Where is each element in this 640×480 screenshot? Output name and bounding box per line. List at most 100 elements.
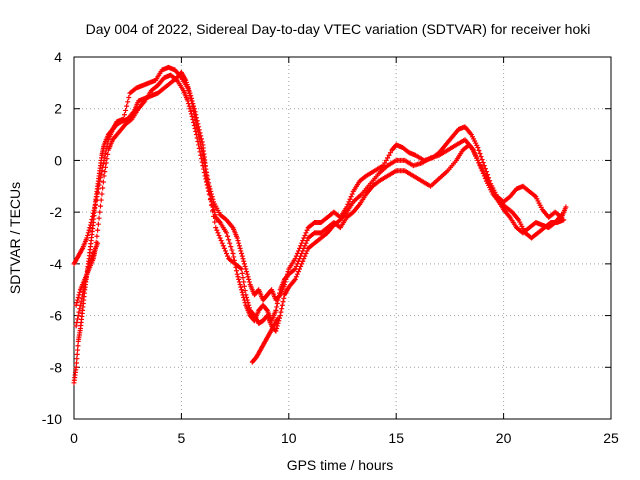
- data-point-track-c: [220, 243, 226, 249]
- data-point-track-a: [234, 268, 240, 274]
- data-point-track-c: [218, 238, 224, 244]
- data-point-track-b: [186, 90, 192, 96]
- data-point-track-b: [85, 232, 91, 238]
- data-point-track-c: [225, 253, 231, 259]
- y-tick-label: 2: [54, 101, 62, 117]
- data-point-track-b: [284, 274, 290, 280]
- data-point-track-b: [386, 152, 392, 158]
- data-point-track-a: [75, 347, 81, 353]
- chart-title: Day 004 of 2022, Sidereal Day-to-day VTE…: [86, 21, 591, 37]
- data-point-track-b: [283, 276, 289, 282]
- data-point-track-b: [186, 88, 192, 94]
- data-point-track-b: [292, 256, 298, 262]
- data-point-track-b: [240, 256, 246, 262]
- data-point-track-a: [301, 245, 307, 251]
- data-point-track-c: [206, 188, 212, 194]
- data-point-track-c: [246, 302, 252, 308]
- data-point-track-c: [194, 135, 200, 141]
- data-point-track-a: [238, 284, 244, 290]
- data-point-track-c: [294, 271, 300, 277]
- data-point-track-c: [192, 126, 198, 132]
- data-point-track-c: [222, 248, 228, 254]
- data-point-track-b: [90, 210, 96, 216]
- data-point-track-d: [95, 240, 101, 246]
- data-point-track-c: [298, 263, 304, 269]
- data-point-track-c: [240, 275, 246, 281]
- data-point-track-a: [234, 271, 240, 277]
- data-point-track-c: [246, 305, 252, 311]
- data-point-track-b: [242, 263, 248, 269]
- data-point-track-c: [203, 176, 209, 182]
- data-point-track-c: [98, 197, 104, 203]
- data-point-track-c: [242, 288, 248, 294]
- data-point-track-b: [303, 230, 309, 236]
- data-point-track-b: [382, 160, 388, 166]
- data-point-track-c: [204, 182, 210, 188]
- data-point-track-c: [216, 232, 222, 238]
- x-tick-label: 15: [388, 430, 404, 446]
- data-point-track-d: [81, 285, 87, 291]
- x-tick-label: 20: [496, 430, 512, 446]
- data-point-track-b: [185, 85, 191, 91]
- data-point-track-d: [84, 271, 90, 277]
- data-point-track-a: [227, 240, 233, 246]
- data-point-track-c: [193, 132, 199, 138]
- data-point-track-b: [96, 182, 102, 188]
- data-point-track-c: [75, 294, 81, 300]
- data-point-track-b: [345, 201, 351, 207]
- data-point-track-b: [92, 204, 98, 210]
- data-point-track-d: [77, 302, 83, 308]
- data-point-track-c: [279, 306, 285, 312]
- data-point-track-c: [241, 279, 247, 285]
- data-point-track-b: [124, 103, 130, 109]
- data-point-track-a: [229, 247, 235, 253]
- data-point-track-d: [76, 309, 82, 315]
- data-point-track-c: [97, 209, 103, 215]
- data-point-track-b: [91, 207, 97, 213]
- data-point-track-b: [187, 93, 193, 99]
- data-point-track-b: [293, 253, 299, 259]
- data-point-track-b: [236, 243, 242, 249]
- data-point-track-b: [244, 269, 250, 275]
- data-point-track-b: [284, 271, 290, 277]
- data-point-track-b: [300, 238, 306, 244]
- data-point-track-a: [235, 274, 241, 280]
- data-point-track-c: [101, 173, 107, 179]
- data-point-track-a: [231, 254, 237, 260]
- data-point-track-b: [299, 240, 305, 246]
- y-tick-label: -2: [50, 204, 63, 220]
- data-point-track-c: [208, 202, 214, 208]
- data-point-track-c: [195, 138, 201, 144]
- data-point-track-b: [349, 191, 355, 197]
- data-point-track-b: [348, 194, 354, 200]
- x-tick-label: 5: [178, 430, 186, 446]
- y-tick-label: -4: [50, 256, 63, 272]
- data-point-track-b: [301, 235, 307, 241]
- data-point-track-b: [282, 279, 288, 285]
- data-point-track-b: [190, 104, 196, 110]
- data-point-track-b: [245, 274, 251, 280]
- data-point-track-a: [228, 244, 234, 250]
- data-point-track-c: [100, 179, 106, 185]
- data-point-track-a: [295, 258, 301, 264]
- data-point-track-a: [236, 279, 242, 285]
- data-point-track-c: [559, 212, 565, 218]
- data-point-track-c: [77, 289, 83, 295]
- data-point-track-b: [85, 230, 91, 236]
- plot-frame: [73, 56, 612, 420]
- data-point-track-b: [237, 245, 243, 251]
- data-point-track-c: [244, 297, 250, 303]
- data-point-track-c: [281, 295, 287, 301]
- data-point-track-b: [87, 225, 93, 231]
- data-point-track-a: [274, 301, 280, 307]
- data-point-track-b: [95, 190, 101, 196]
- data-point-track-c: [239, 266, 245, 272]
- data-point-track-c: [207, 197, 213, 203]
- data-point-track-a: [303, 240, 309, 246]
- data-point-track-b: [100, 161, 106, 167]
- data-point-track-c: [277, 313, 283, 319]
- data-point-track-c: [303, 251, 309, 257]
- data-point-track-a: [226, 237, 232, 243]
- data-point-track-b: [93, 198, 99, 204]
